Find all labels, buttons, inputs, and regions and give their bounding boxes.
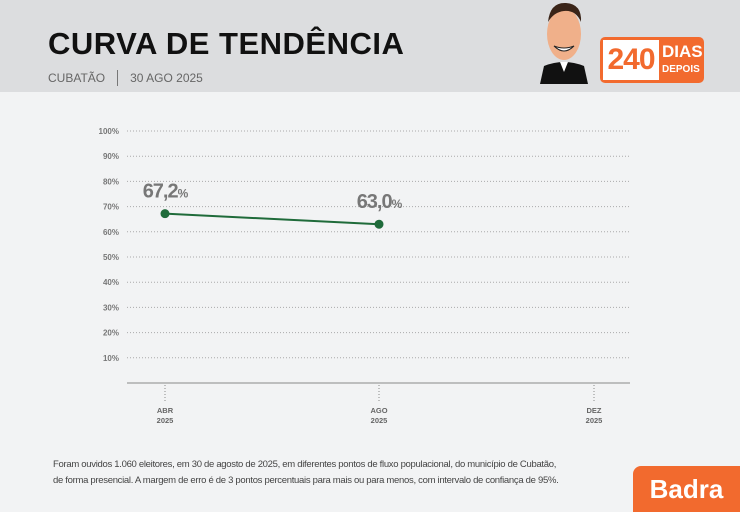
data-label: 63,0%: [357, 191, 403, 213]
y-tick-label: 10%: [103, 354, 119, 363]
badge-number: 240: [603, 40, 659, 80]
trend-chart: 10%20%30%40%50%60%70%80%90%100%ABR2025AG…: [99, 127, 630, 425]
page-title: CURVA DE TENDÊNCIA: [48, 26, 405, 61]
y-tick-label: 80%: [103, 177, 119, 186]
header: CURVA DE TENDÊNCIA CUBATÃO 30 AGO 2025 2…: [0, 0, 740, 92]
y-tick-label: 20%: [103, 329, 119, 338]
subtitle: CUBATÃO 30 AGO 2025: [48, 70, 203, 86]
methodology-note: Foram ouvidos 1.060 eleitores, em 30 de …: [53, 457, 559, 489]
y-tick-label: 60%: [103, 228, 119, 237]
note-line-1: Foram ouvidos 1.060 eleitores, em 30 de …: [53, 459, 557, 470]
caricature-avatar: [540, 2, 588, 84]
x-tick-year: 2025: [586, 416, 603, 425]
badge-line1: DIAS: [662, 42, 703, 61]
y-tick-label: 50%: [103, 253, 119, 262]
y-tick-label: 70%: [103, 203, 119, 212]
y-tick-label: 30%: [103, 303, 119, 312]
y-tick-label: 90%: [103, 152, 119, 161]
x-tick-year: 2025: [371, 416, 388, 425]
days-badge: 240 DIAS DEPOIS: [600, 37, 704, 83]
x-tick-month: DEZ: [587, 406, 602, 415]
divider: [117, 70, 119, 86]
x-tick-month: AGO: [370, 406, 387, 415]
y-tick-label: 100%: [99, 127, 119, 136]
y-tick-label: 40%: [103, 278, 119, 287]
series-line: [164, 212, 380, 226]
data-point: [160, 209, 170, 219]
note-line-2: de forma presencial. A margem de erro é …: [53, 475, 559, 486]
data-label: 67,2%: [143, 181, 189, 203]
badge-line2: DEPOIS: [662, 64, 700, 75]
city: CUBATÃO: [48, 71, 106, 85]
date: 30 AGO 2025: [130, 71, 203, 85]
brand-logo: Badra: [633, 466, 740, 512]
x-tick-year: 2025: [157, 416, 174, 425]
data-point: [374, 219, 384, 229]
x-tick-month: ABR: [157, 406, 174, 415]
